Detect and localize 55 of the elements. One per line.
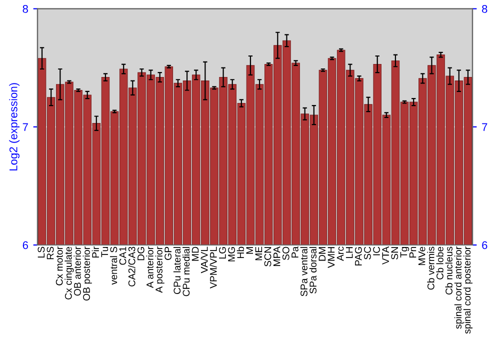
x-tick-label: RS [46,246,54,260]
x-tick-label: VPM/VPL [210,246,217,288]
y2-tick-label: 6 [482,241,488,250]
x-tick-label: OB anterior [74,246,81,296]
x-tick-label: MVe [418,246,426,266]
x-tick-label: Cx motor [56,246,63,286]
x-tick-label: DG [137,247,144,260]
x-tick-label: Cb vermis [427,246,434,290]
x-tick-label: spinal cord posterior [463,246,472,334]
y-tick-label: 8 [22,5,28,13]
x-tick-label: DM [318,247,326,261]
x-tick-label: Arc [336,246,344,261]
x-tick-label: LH [346,247,353,258]
x-tick-label: SCN [264,247,272,266]
x-tick-label: Pn [409,247,416,258]
x-tick-label: LS [38,246,45,258]
x-tick-label: Cx cingulate [64,246,74,300]
x-tick-label: VA/VL [200,246,208,274]
x-tick-label: Pa [292,246,298,258]
x-tick-label: OB posterior [82,246,92,300]
x-tick-label: CPu medial [182,247,190,296]
x-tick-label: GP [164,246,172,260]
x-tick-label: LG [219,247,226,259]
x-tick-label: SO [282,246,290,260]
x-tick-label: Cb nucleus [445,246,452,295]
y-tick-label: 7 [22,123,28,131]
x-tick-label: SC [364,246,371,260]
y2-tick-label: 7 [482,123,488,131]
x-tick-label: CA1 [119,246,126,265]
x-tick-label: SPa dorsal [309,247,317,294]
x-tick-label: CPu lateral [173,247,181,294]
x-tick-label: Tg [400,247,410,258]
x-tick-label: A posterior [155,246,164,293]
y-axis-title: Log2 (expression) [9,83,20,170]
x-tick-label: SPa ventral [300,247,308,296]
x-tick-label: VMH [328,247,335,268]
y-tick-label: 6 [22,241,28,250]
x-tick-label: Hb [236,246,244,258]
x-tick-label: Cb lobe [436,246,444,280]
y2-tick-label: 8 [482,5,488,13]
x-tick-label: IC [373,246,380,256]
x-tick-label: VTA [382,246,389,265]
x-tick-label: CA2/CA3 [128,246,136,286]
x-tick-label: PAG [354,247,362,266]
x-tick-label: A anterior [146,246,154,288]
x-tick-label: ventral S [110,246,118,285]
x-tick-label: M [246,247,253,254]
x-tick-label: SN [391,247,398,260]
x-tick-label: ME [255,246,262,260]
x-tick-label: MPA [273,246,280,266]
x-tick-label: spinal cord anterior [454,246,464,329]
x-tick-label: MD [192,246,199,261]
x-tick-label: Pir [92,246,99,258]
x-tick-label: Tu [101,247,108,258]
x-tick-label: MG [228,247,235,262]
